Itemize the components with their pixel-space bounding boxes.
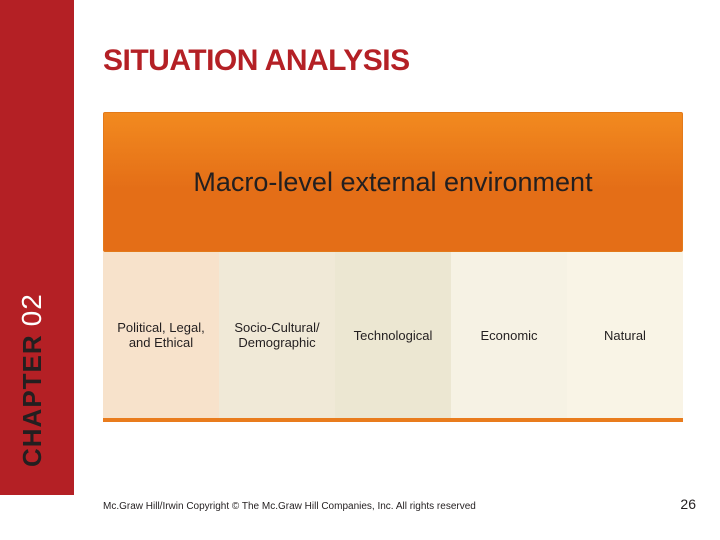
factor-col: Natural [567,252,683,418]
page-number: 26 [680,496,696,512]
factor-label: Political, Legal, and Ethical [109,320,213,350]
factor-label: Economic [480,328,537,343]
chapter-indicator: CHAPTER 02 [16,293,48,467]
factor-col: Socio-Cultural/ Demographic [219,252,335,418]
factor-columns: Political, Legal, and Ethical Socio-Cult… [103,252,683,422]
factor-label: Natural [604,328,646,343]
page-title: SITUATION ANALYSIS [103,44,410,78]
chapter-word: CHAPTER [17,334,48,467]
factor-col: Political, Legal, and Ethical [103,252,219,418]
factor-label: Technological [354,328,433,343]
slide: CHAPTER 02 SITUATION ANALYSIS Macro-leve… [0,0,720,540]
macro-banner-text: Macro-level external environment [193,167,592,198]
factor-col: Economic [451,252,567,418]
factor-col: Technological [335,252,451,418]
macro-banner: Macro-level external environment [103,112,683,252]
chapter-number: 02 [16,293,48,326]
copyright-text: Mc.Graw Hill/Irwin Copyright © The Mc.Gr… [103,501,476,512]
footer: Mc.Graw Hill/Irwin Copyright © The Mc.Gr… [103,496,696,512]
factor-label: Socio-Cultural/ Demographic [225,320,329,350]
